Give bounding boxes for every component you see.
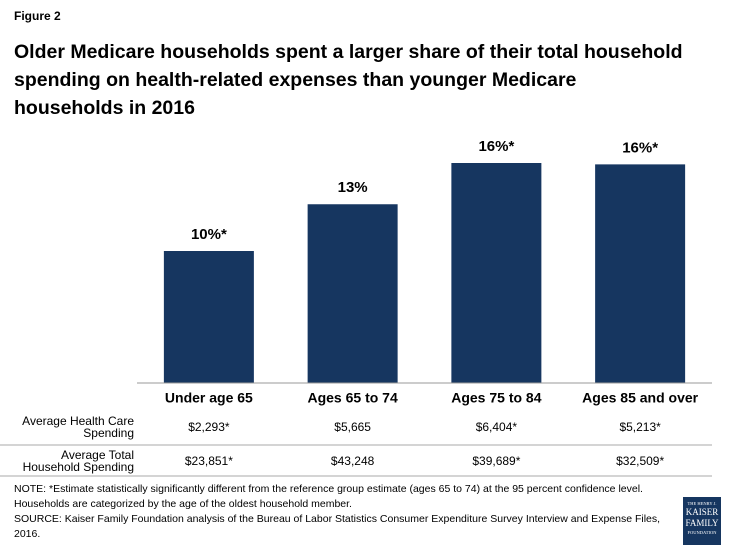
logo-text: FOUNDATION	[687, 530, 717, 535]
row-label: Average Total	[61, 448, 134, 462]
bar	[595, 164, 686, 383]
row-label: Spending	[83, 426, 134, 440]
data-label: 10%*	[191, 226, 227, 243]
data-label: 16%*	[622, 139, 658, 156]
x-tick-label: Ages 75 to 84	[451, 390, 541, 406]
chart-title: Older Medicare households spent a larger…	[14, 41, 683, 119]
data-label: 16%*	[478, 138, 514, 155]
bar	[451, 163, 542, 383]
table-cell: $39,689*	[472, 454, 520, 468]
row-label: Household Spending	[23, 460, 134, 474]
source: SOURCE: Kaiser Family Foundation analysi…	[14, 513, 661, 540]
table-cell: $5,665	[334, 420, 371, 434]
table-cell: $5,213*	[619, 420, 661, 434]
bar	[163, 251, 254, 383]
x-tick-label: Under age 65	[165, 390, 253, 406]
row-label: Average Health Care	[22, 414, 134, 428]
logo-text: FAMILY	[685, 518, 719, 528]
logo-text: THE HENRY J.	[687, 501, 717, 506]
figure-label: Figure 2	[14, 9, 61, 23]
note: NOTE: *Estimate statistically significan…	[14, 483, 643, 510]
bar	[307, 204, 398, 383]
chart: 10%* Under age 65 13% Ages 65 to 74 16%* Ages…	[0, 138, 712, 477]
table-cell: $43,248	[331, 454, 375, 468]
logo-text: KAISER	[685, 507, 719, 517]
table-cell: $23,851*	[185, 454, 233, 468]
x-tick-label: Ages 85 and over	[582, 390, 698, 406]
notes: NOTE: *Estimate statistically significan…	[14, 482, 674, 542]
table-cell: $2,293*	[188, 420, 230, 434]
logo: THE HENRY J. KAISER FAMILY FOUNDATION	[683, 497, 721, 545]
table-cell: $32,509*	[616, 454, 664, 468]
x-tick-label: Ages 65 to 74	[307, 390, 397, 406]
table-cell: $6,404*	[476, 420, 518, 434]
data-label: 13%	[338, 179, 368, 196]
